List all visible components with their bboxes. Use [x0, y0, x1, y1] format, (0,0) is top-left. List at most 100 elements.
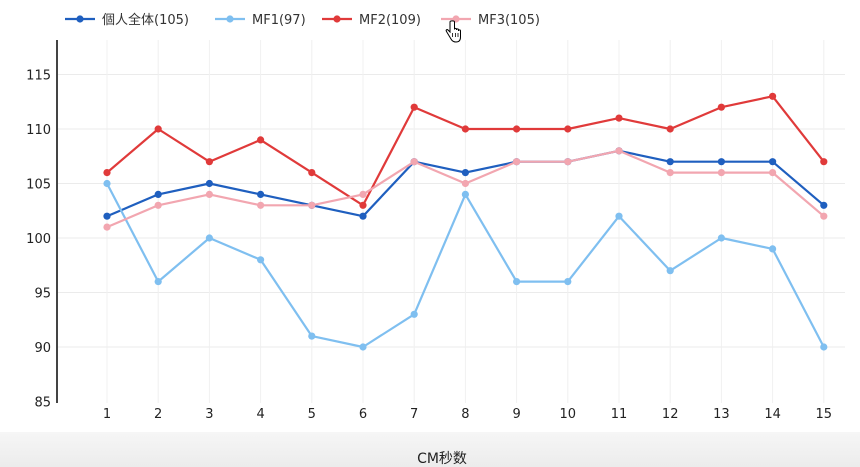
data-point — [769, 92, 777, 100]
data-point — [666, 169, 674, 177]
series-4 — [103, 147, 828, 231]
x-tick-label: 1 — [103, 407, 111, 422]
data-point — [359, 201, 367, 209]
data-point — [564, 278, 572, 286]
x-tick-labels: 1 2 3 4 5 6 7 8 9 10 11 12 13 14 15 — [103, 407, 832, 422]
x-tick-label: 2 — [154, 407, 162, 422]
legend-item[interactable]: MF2(109) — [322, 13, 421, 28]
x-tick-label: 10 — [560, 407, 577, 422]
series-3 — [103, 92, 828, 209]
data-point — [769, 158, 777, 166]
data-point — [717, 234, 726, 242]
data-point — [359, 212, 367, 220]
data-point — [564, 158, 572, 166]
data-point — [717, 158, 726, 166]
data-point — [717, 169, 726, 177]
data-point — [461, 190, 469, 198]
legend[interactable]: 個人全体(105) MF1(97) MF2(109) MF3(105) — [65, 12, 540, 28]
data-point — [513, 158, 521, 166]
data-point — [666, 267, 674, 275]
legend-swatch-marker — [333, 15, 341, 23]
data-point — [103, 212, 111, 220]
data-point — [769, 169, 777, 177]
series-2 — [103, 179, 828, 351]
data-point — [461, 125, 469, 133]
data-point — [205, 179, 213, 188]
data-point — [257, 190, 265, 198]
data-point — [666, 158, 674, 166]
x-tick-label: 8 — [461, 407, 469, 422]
data-point — [820, 158, 828, 166]
x-tick-label: 15 — [816, 407, 833, 422]
y-tick-label: 90 — [34, 341, 51, 356]
data-point — [666, 125, 674, 133]
data-point — [308, 332, 316, 340]
legend-label: 個人全体(105) — [102, 12, 189, 28]
data-point — [154, 190, 162, 198]
y-tick-label: 110 — [26, 123, 51, 138]
x-tick-label: 14 — [764, 407, 781, 422]
data-point — [820, 343, 828, 351]
x-tick-label: 13 — [713, 407, 730, 422]
data-point — [717, 103, 726, 111]
data-point — [257, 201, 265, 209]
x-tick-label: 3 — [205, 407, 213, 422]
data-point — [461, 179, 469, 188]
x-tick-label: 5 — [308, 407, 316, 422]
data-point — [410, 158, 418, 166]
data-point — [257, 136, 265, 144]
legend-item[interactable]: MF3(105) — [441, 13, 540, 28]
data-point — [564, 125, 572, 133]
x-tick-label: 6 — [359, 407, 367, 422]
y-tick-labels: 85 90 95 100 105 110 115 — [26, 69, 51, 411]
y-tick-label: 100 — [26, 232, 51, 247]
data-point — [513, 278, 521, 286]
x-tick-label: 4 — [256, 407, 264, 422]
data-point — [820, 212, 828, 220]
data-point — [359, 190, 367, 198]
data-point — [103, 169, 111, 177]
y-tick-label: 95 — [34, 287, 51, 302]
legend-swatch-marker — [76, 15, 84, 23]
legend-swatch-marker — [226, 15, 234, 23]
data-point — [615, 147, 623, 155]
data-point — [410, 103, 418, 111]
data-point — [308, 201, 316, 209]
data-point — [103, 223, 111, 231]
legend-label: MF1(97) — [252, 13, 306, 28]
data-point — [205, 190, 213, 198]
series-group — [103, 92, 828, 351]
data-point — [820, 201, 828, 209]
data-point — [154, 125, 162, 133]
y-tick-label: 115 — [26, 69, 51, 84]
data-point — [154, 278, 162, 286]
hand-cursor-icon — [445, 20, 461, 43]
data-point — [615, 114, 623, 122]
series-1 — [103, 147, 828, 220]
legend-label: MF3(105) — [478, 13, 540, 28]
legend-item[interactable]: MF1(97) — [215, 13, 306, 28]
data-point — [205, 234, 213, 242]
x-tick-label: 12 — [662, 407, 679, 422]
y-tick-label: 85 — [34, 396, 51, 411]
x-tick-label: 11 — [611, 407, 628, 422]
data-point — [410, 310, 418, 318]
footer-band — [0, 432, 860, 467]
legend-item[interactable]: 個人全体(105) — [65, 12, 189, 28]
data-point — [257, 256, 265, 264]
grid-lines — [57, 40, 845, 403]
y-tick-label: 105 — [26, 178, 51, 193]
data-point — [769, 245, 777, 253]
data-point — [103, 179, 111, 188]
x-tick-label: 9 — [512, 407, 520, 422]
data-point — [359, 343, 367, 351]
x-tick-label: 7 — [410, 407, 418, 422]
data-point — [205, 158, 213, 166]
data-point — [615, 212, 623, 220]
data-point — [513, 125, 521, 133]
data-point — [461, 169, 469, 177]
legend-label: MF2(109) — [359, 13, 421, 28]
data-point — [154, 201, 162, 209]
x-axis-label: CM秒数 — [417, 451, 467, 467]
